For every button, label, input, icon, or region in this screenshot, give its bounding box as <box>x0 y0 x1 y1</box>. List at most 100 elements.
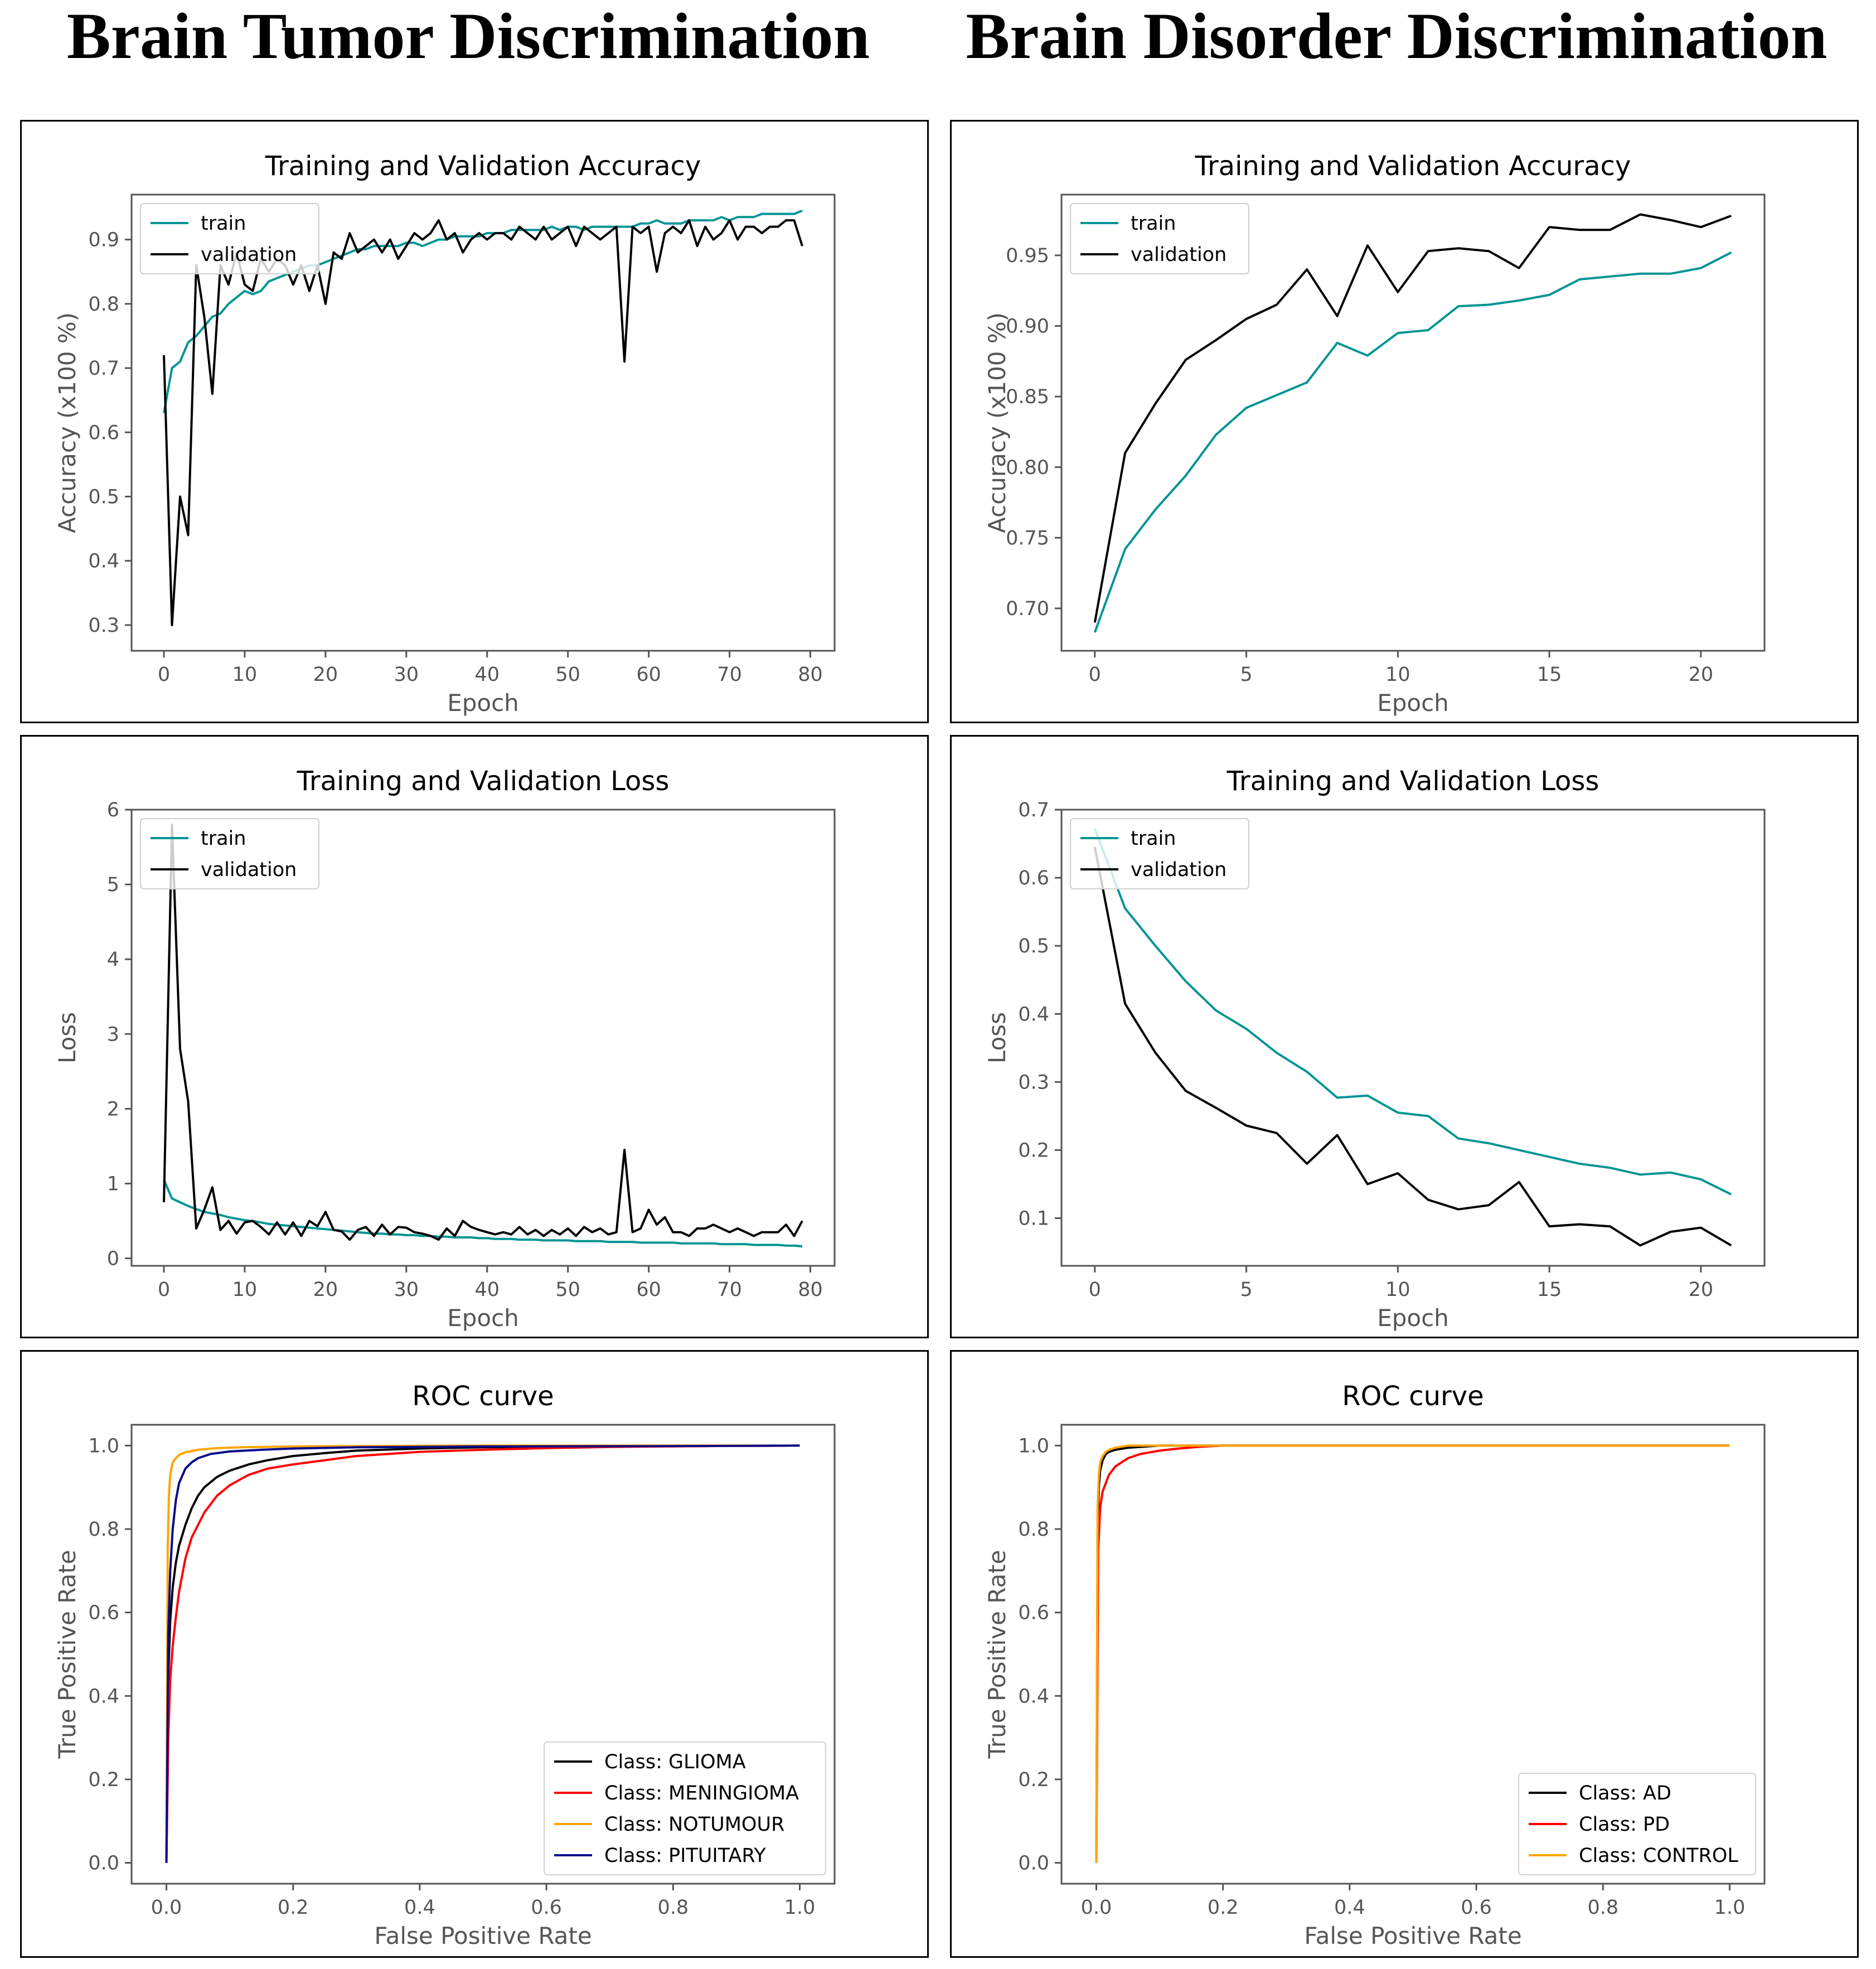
legend-label: Class: MENINGIOMA <box>604 1782 799 1804</box>
heading-brain-disorder: Brain Disorder Discrimination <box>966 0 1827 72</box>
chart-title: Training and Validation Loss <box>297 766 670 797</box>
x-tick-label: 20 <box>1689 1279 1714 1301</box>
panel-disorder-loss: Training and Validation Loss 0 5 10 15 20 0.1 0… <box>950 735 1859 1338</box>
series-line-class-glioma <box>165 1444 800 1863</box>
x-tick-label: 60 <box>636 1279 661 1301</box>
y-tick-label: 0.4 <box>1018 1003 1049 1025</box>
y-tick-label: 0.4 <box>1018 1685 1049 1707</box>
legend-label: train <box>201 828 246 850</box>
y-tick-label: 0.90 <box>1006 316 1049 338</box>
x-tick-label: 5 <box>1240 1279 1252 1301</box>
x-tick-label: 0 <box>1089 1279 1101 1301</box>
legend: train validation <box>140 818 319 889</box>
chart-tumor-roc: ROC curve 0.0 0.2 0.4 0.6 0.8 1.0 0.0 0.2 0.4 0.6 0… <box>54 1381 836 1949</box>
y-axis-label: Accuracy (x100 %) <box>54 312 81 533</box>
legend-label: validation <box>1131 244 1227 266</box>
x-tick-label: 0.0 <box>1081 1897 1112 1919</box>
y-tick-label: 0.0 <box>1018 1852 1049 1875</box>
y-tick-label: 0.5 <box>1018 935 1049 957</box>
series-line-class-pd <box>1095 1444 1730 1863</box>
x-tick-label: 20 <box>313 1279 338 1301</box>
legend-box <box>1518 1773 1756 1875</box>
y-tick-label: 0.7 <box>1018 799 1049 821</box>
series-line-class-meningioma <box>165 1444 800 1863</box>
x-tick-label: 30 <box>394 664 419 686</box>
plot-frame <box>130 1424 836 1885</box>
y-tick-label: 0.6 <box>1018 867 1049 889</box>
chart-title: Training and Validation Loss <box>1227 766 1599 797</box>
y-tick-label: 0.9 <box>88 229 119 251</box>
x-tick-label: 0 <box>1089 664 1101 686</box>
y-tick-label: 0.4 <box>88 1685 119 1707</box>
legend-box <box>140 818 319 889</box>
y-tick-label: 3 <box>107 1023 119 1046</box>
x-tick-label: 0.8 <box>657 1897 689 1919</box>
legend: train validation <box>1070 203 1249 274</box>
y-tick-label: 0.7 <box>88 357 119 380</box>
legend-label: Class: GLIOMA <box>604 1751 746 1773</box>
chart-disorder-roc: ROC curve 0.0 0.2 0.4 0.6 0.8 1.0 0.0 0.2 0.4 0.6 0… <box>983 1381 1766 1949</box>
x-tick-label: 15 <box>1537 1279 1562 1301</box>
panel-disorder-accuracy: Training and Validation Accuracy 0 5 10 15 20… <box>950 120 1859 723</box>
x-tick-label: 1.0 <box>1714 1897 1746 1919</box>
x-tick-label: 10 <box>1385 664 1410 686</box>
y-tick-label: 0.0 <box>88 1852 119 1875</box>
plot-frame <box>1060 1424 1766 1885</box>
y-tick-label: 0.95 <box>1006 245 1049 267</box>
legend-label: validation <box>1131 859 1227 881</box>
plot-frame <box>1060 809 1766 1267</box>
panel-disorder-roc: ROC curve 0.0 0.2 0.4 0.6 0.8 1.0 0.0 0.2 0.4 0.6 0… <box>950 1350 1859 1958</box>
series-line-validation <box>1093 846 1732 1247</box>
legend-label: Class: PD <box>1579 1813 1670 1836</box>
legend-box <box>140 203 319 274</box>
series-line-class-pituitary <box>165 1444 800 1863</box>
x-tick-label: 0 <box>158 1279 170 1301</box>
x-tick-label: 70 <box>717 664 742 686</box>
legend-label: Class: NOTUMOUR <box>604 1813 784 1836</box>
legend-label: train <box>1131 828 1176 850</box>
legend-box <box>1070 818 1249 889</box>
x-tick-label: 0.4 <box>1334 1897 1365 1919</box>
x-tick-label: 10 <box>232 664 258 686</box>
series-line-validation <box>163 823 803 1241</box>
legend-label: Class: PITUITARY <box>604 1845 766 1867</box>
series-line-validation <box>1093 213 1732 623</box>
y-tick-label: 0.80 <box>1006 457 1049 479</box>
y-axis-label: Loss <box>54 1012 81 1063</box>
series-line-train <box>1093 251 1732 633</box>
legend: train validation <box>1070 818 1249 889</box>
x-axis-label: Epoch <box>447 1304 519 1332</box>
y-axis-label: Loss <box>983 1012 1011 1063</box>
x-tick-label: 0.2 <box>1208 1897 1239 1919</box>
chart-disorder-loss: Training and Validation Loss 0 5 10 15 20 0.1 0… <box>983 766 1766 1332</box>
x-tick-label: 0 <box>158 664 170 686</box>
x-tick-label: 40 <box>474 664 500 686</box>
x-tick-label: 70 <box>717 1279 742 1301</box>
x-axis-label: Epoch <box>447 689 519 717</box>
series-line-class-notumour <box>165 1444 800 1863</box>
x-tick-label: 30 <box>394 1279 419 1301</box>
x-axis-label: Epoch <box>1377 689 1449 717</box>
y-tick-label: 1.0 <box>88 1435 119 1457</box>
x-tick-label: 50 <box>555 1279 580 1301</box>
legend-label: validation <box>201 859 297 881</box>
chart-disorder-accuracy: Training and Validation Accuracy 0 5 10 15 20… <box>983 151 1766 717</box>
legend-label: train <box>1131 212 1176 235</box>
y-axis-label: Accuracy (x100 %) <box>983 312 1011 533</box>
panel-tumor-accuracy: Training and Validation Accuracy 0 10 20 30 4… <box>20 120 929 723</box>
series-line-class-control <box>1095 1444 1730 1863</box>
y-tick-label: 0.75 <box>1006 527 1049 549</box>
x-tick-label: 5 <box>1240 664 1252 686</box>
legend: Class: AD Class: PD Class: CONTROL <box>1518 1773 1756 1875</box>
series-line-train <box>163 209 803 414</box>
legend-box <box>544 1741 826 1875</box>
y-tick-label: 0.2 <box>1018 1769 1049 1791</box>
legend-box <box>1070 203 1249 274</box>
x-axis-label: False Positive Rate <box>374 1922 592 1949</box>
x-axis-label: False Positive Rate <box>1304 1922 1521 1949</box>
y-tick-label: 6 <box>107 799 119 821</box>
panel-tumor-loss: Training and Validation Loss 0 10 20 30 40 50 6… <box>20 735 929 1338</box>
plot-frame <box>130 809 836 1267</box>
heading-brain-tumor: Brain Tumor Discrimination <box>66 0 870 72</box>
chart-title: Training and Validation Accuracy <box>1195 151 1631 182</box>
